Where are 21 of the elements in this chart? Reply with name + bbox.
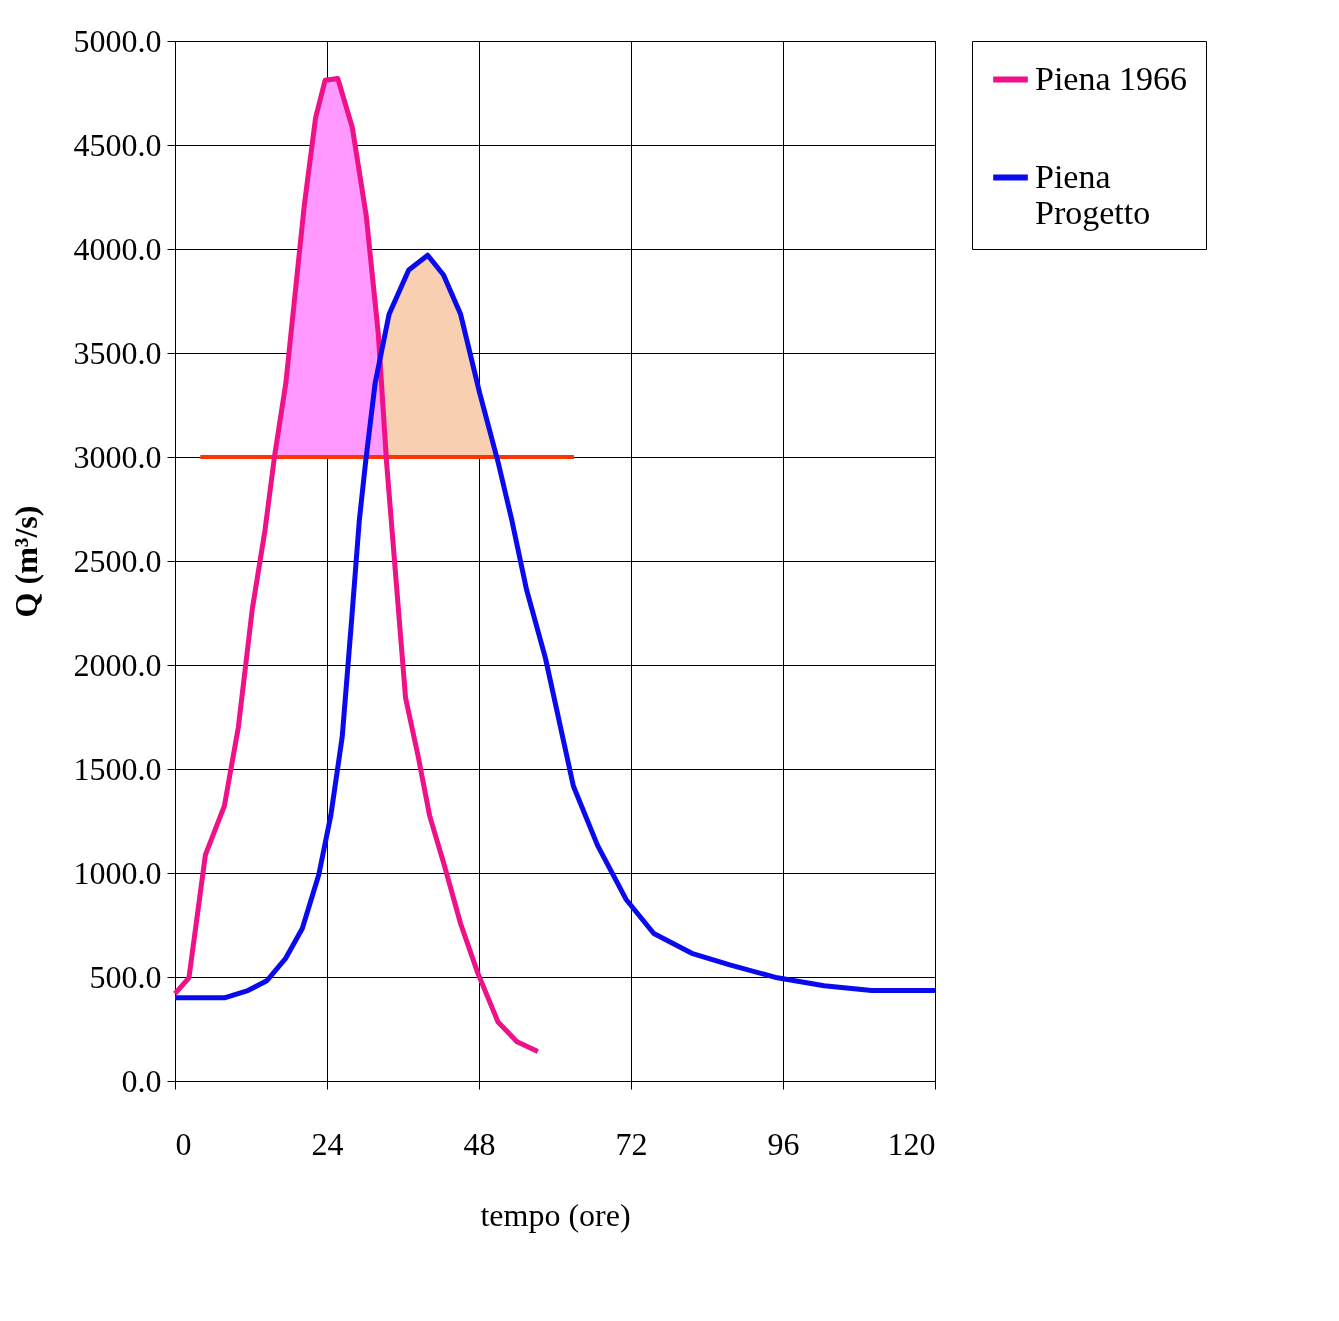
y-tick-label: 4000.0 — [73, 230, 162, 267]
legend-label: Piena Progetto — [1035, 157, 1151, 231]
x-tick-label: 48 — [463, 1125, 496, 1162]
x-tick-label: 24 — [311, 1125, 344, 1162]
x-tick-label: 96 — [767, 1125, 800, 1162]
y-tick-label: 1500.0 — [73, 750, 162, 787]
y-tick-label: 2500.0 — [73, 542, 162, 579]
y-tick-label: 0.0 — [121, 1062, 162, 1099]
y-tick-label: 2000.0 — [73, 646, 162, 683]
y-tick-label: 5000.0 — [73, 22, 162, 59]
y-tick-label: 4500.0 — [73, 126, 162, 163]
x-tick-label: 0 — [175, 1125, 192, 1162]
y-tick-label: 3500.0 — [73, 334, 162, 371]
x-tick-label: 72 — [615, 1125, 648, 1162]
x-tick-label: 120 — [887, 1125, 936, 1162]
y-axis-title: Q (m³/s) — [7, 505, 44, 618]
legend-label: Piena 1966 — [1035, 59, 1188, 97]
y-tick-label: 500.0 — [89, 958, 162, 995]
x-axis-title: tempo (ore) — [480, 1196, 631, 1233]
y-tick-label: 1000.0 — [73, 854, 162, 891]
y-tick-label: 3000.0 — [73, 438, 162, 475]
